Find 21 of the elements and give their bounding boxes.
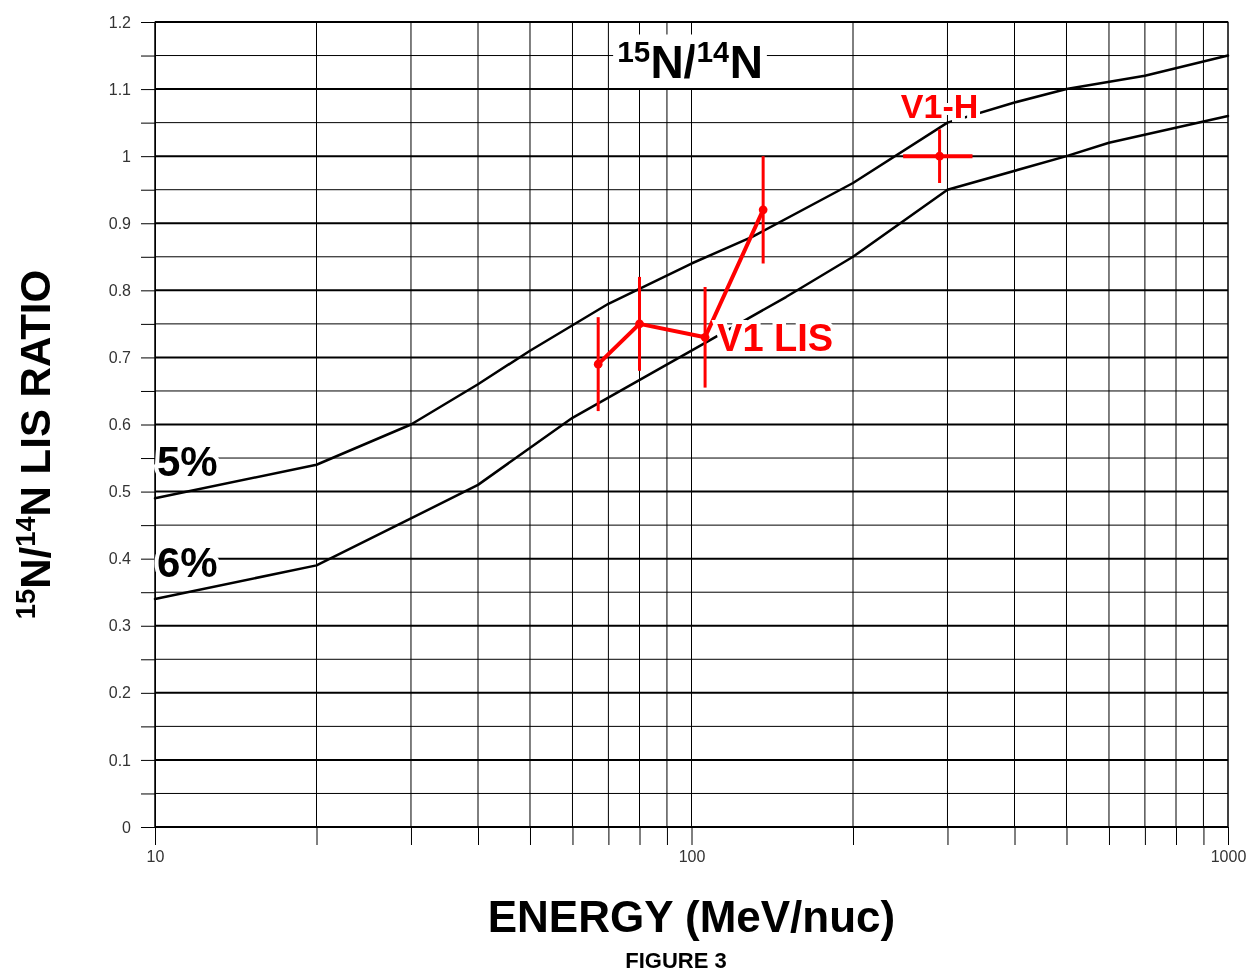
y-tick-label: 0.3	[108, 617, 132, 635]
y-tick-label: 0.2	[108, 684, 132, 702]
y-tick-label: 0.6	[108, 416, 132, 434]
y-tick-label: 0.7	[108, 349, 132, 367]
y-tick-label: 1.1	[108, 80, 132, 98]
y-tick-label: 1.2	[108, 13, 132, 31]
x-axis-title: ENERGY (MeV/nuc)	[487, 892, 896, 941]
y-tick-label: 0.5	[108, 483, 132, 501]
caption: FIGURE 3	[625, 948, 727, 973]
y-tick-label: 0.1	[108, 751, 132, 769]
x-tick-label: 1000	[1210, 848, 1247, 866]
y-tick-label: 0.4	[108, 550, 132, 568]
series-label: 5%	[157, 438, 218, 486]
chart-title: $^{15}$N/$^{14}$N	[617, 34, 763, 88]
y-tick-label: 0.9	[108, 214, 132, 232]
series-label: V1 LIS	[717, 317, 834, 360]
y-tick-label: 0.8	[108, 281, 132, 299]
x-tick-label: 100	[678, 848, 706, 866]
x-tick-label: 10	[146, 848, 165, 866]
y-tick-label: 0	[122, 818, 132, 836]
y-tick-label: 1	[122, 147, 132, 165]
